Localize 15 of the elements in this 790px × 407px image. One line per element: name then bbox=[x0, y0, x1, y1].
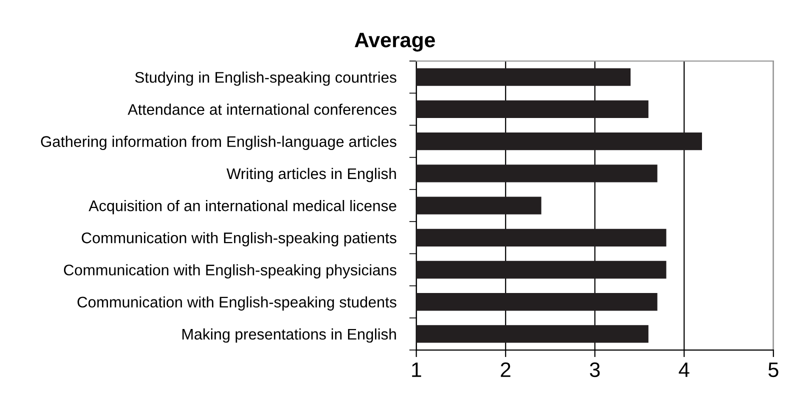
x-tick-label: 1 bbox=[412, 362, 422, 377]
x-tick-label: 5 bbox=[768, 362, 778, 378]
x-tick-label: 3 bbox=[590, 362, 600, 378]
x-tick-label: 4 bbox=[678, 362, 690, 377]
y-tick-label: Attendance at international conferences bbox=[128, 104, 396, 115]
y-tick-label: Making presentations in English bbox=[182, 328, 396, 343]
y-tick-label: Writing articles in English bbox=[226, 168, 396, 182]
x-tick-label: 2 bbox=[500, 362, 510, 377]
y-tick-label: Acquisition of an international medical license bbox=[88, 200, 396, 214]
y-tick-label: Gathering information from English-language articles bbox=[41, 136, 396, 150]
y-tick-label: Communication with English-speaking patients bbox=[82, 232, 396, 246]
y-tick-label: Communication with English-speaking physicians bbox=[64, 264, 396, 278]
chart-title: Average bbox=[354, 32, 435, 52]
y-tick-label: Communication with English-speaking students bbox=[78, 296, 396, 311]
y-tick-label: Studying in English-speaking countries bbox=[135, 72, 396, 86]
